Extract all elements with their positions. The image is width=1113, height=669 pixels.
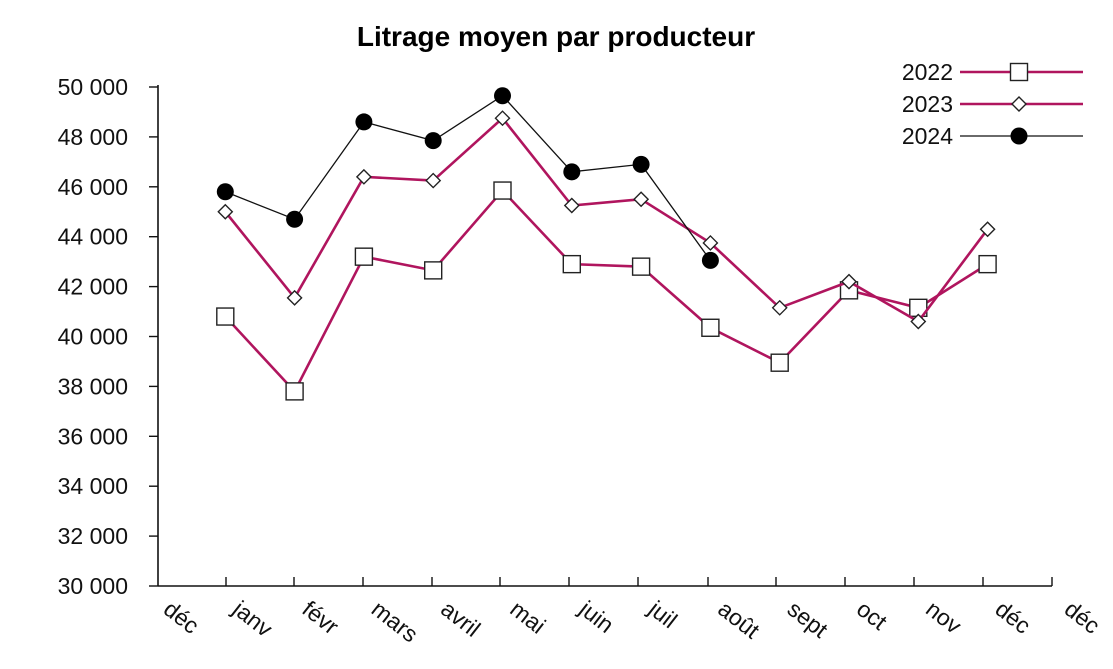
x-tick-label: sept bbox=[783, 595, 834, 643]
data-point bbox=[562, 254, 581, 274]
data-point bbox=[494, 87, 511, 105]
data-point bbox=[910, 313, 927, 330]
series-2022 bbox=[216, 181, 997, 401]
data-point bbox=[217, 203, 234, 220]
data-point bbox=[286, 289, 303, 306]
data-point bbox=[770, 353, 789, 372]
x-tick-label: juin bbox=[574, 595, 619, 638]
y-tick-label: 30 000 bbox=[58, 573, 128, 599]
data-point bbox=[355, 113, 373, 131]
axes: 30 000 32 000 34 000 36 000 38 000 40 000 42 0… bbox=[58, 74, 1105, 647]
data-point bbox=[771, 299, 788, 316]
legend-label: 2024 bbox=[902, 123, 953, 149]
x-tick-label: déc bbox=[159, 595, 204, 638]
series-line bbox=[224, 116, 989, 324]
x-tick-label: mai bbox=[505, 595, 550, 638]
legend-label: 2023 bbox=[902, 91, 953, 117]
y-tick-label: 42 000 bbox=[58, 274, 128, 300]
chart-title: Litrage moyen par producteur bbox=[357, 21, 755, 52]
data-point bbox=[355, 168, 372, 185]
data-point bbox=[1010, 127, 1028, 145]
legend-item-2023: 2023 bbox=[902, 91, 1083, 117]
series-2023 bbox=[217, 110, 996, 330]
legend-label: 2022 bbox=[902, 59, 953, 85]
x-tick-label: oct bbox=[852, 595, 893, 635]
data-point bbox=[425, 172, 442, 189]
x-tick-label: mars bbox=[367, 595, 423, 647]
data-point bbox=[216, 183, 234, 201]
legend-item-2024: 2024 bbox=[902, 123, 1083, 149]
series-2024 bbox=[216, 87, 719, 269]
y-tick-label: 50 000 bbox=[58, 74, 128, 100]
legend-item-2022: 2022 bbox=[902, 59, 1083, 85]
y-tick-label: 46 000 bbox=[58, 174, 128, 200]
data-point bbox=[424, 261, 443, 280]
x-tick-label: nov bbox=[921, 595, 967, 639]
data-point bbox=[563, 197, 580, 214]
x-tick-label: janv bbox=[227, 595, 277, 642]
x-tick-label: févr bbox=[298, 595, 344, 639]
series-line bbox=[224, 188, 989, 394]
x-tick-label: juil bbox=[643, 595, 682, 633]
y-tick-label: 32 000 bbox=[58, 523, 128, 549]
series-layer bbox=[216, 87, 997, 401]
y-tick-label: 34 000 bbox=[58, 473, 128, 499]
data-point bbox=[354, 247, 374, 266]
x-tick-label: août bbox=[713, 595, 765, 643]
data-point bbox=[701, 318, 720, 337]
x-tick-label: avril bbox=[436, 595, 485, 641]
data-point bbox=[1009, 62, 1029, 82]
data-point bbox=[979, 221, 996, 238]
y-tick-label: 44 000 bbox=[58, 224, 128, 250]
legend: 2022 2023 2024 bbox=[902, 59, 1083, 149]
data-point bbox=[493, 181, 512, 200]
data-point bbox=[424, 132, 442, 150]
data-point bbox=[633, 191, 650, 208]
data-point bbox=[632, 155, 650, 173]
data-point bbox=[285, 382, 304, 401]
data-point bbox=[702, 234, 719, 251]
data-point bbox=[286, 210, 304, 228]
data-point bbox=[494, 110, 511, 127]
x-tick-label: déc bbox=[1060, 595, 1105, 638]
data-point bbox=[563, 163, 581, 181]
y-tick-label: 38 000 bbox=[58, 373, 128, 399]
data-point bbox=[978, 254, 997, 274]
data-point bbox=[216, 307, 235, 326]
series-line bbox=[225, 94, 711, 261]
y-tick-label: 48 000 bbox=[58, 124, 128, 150]
data-point bbox=[841, 273, 857, 290]
x-tick-label: déc bbox=[991, 595, 1036, 638]
data-point bbox=[631, 257, 651, 276]
y-tick-label: 36 000 bbox=[58, 423, 128, 449]
y-tick-label: 40 000 bbox=[58, 324, 128, 350]
data-point bbox=[1011, 96, 1027, 112]
data-point bbox=[701, 251, 719, 269]
